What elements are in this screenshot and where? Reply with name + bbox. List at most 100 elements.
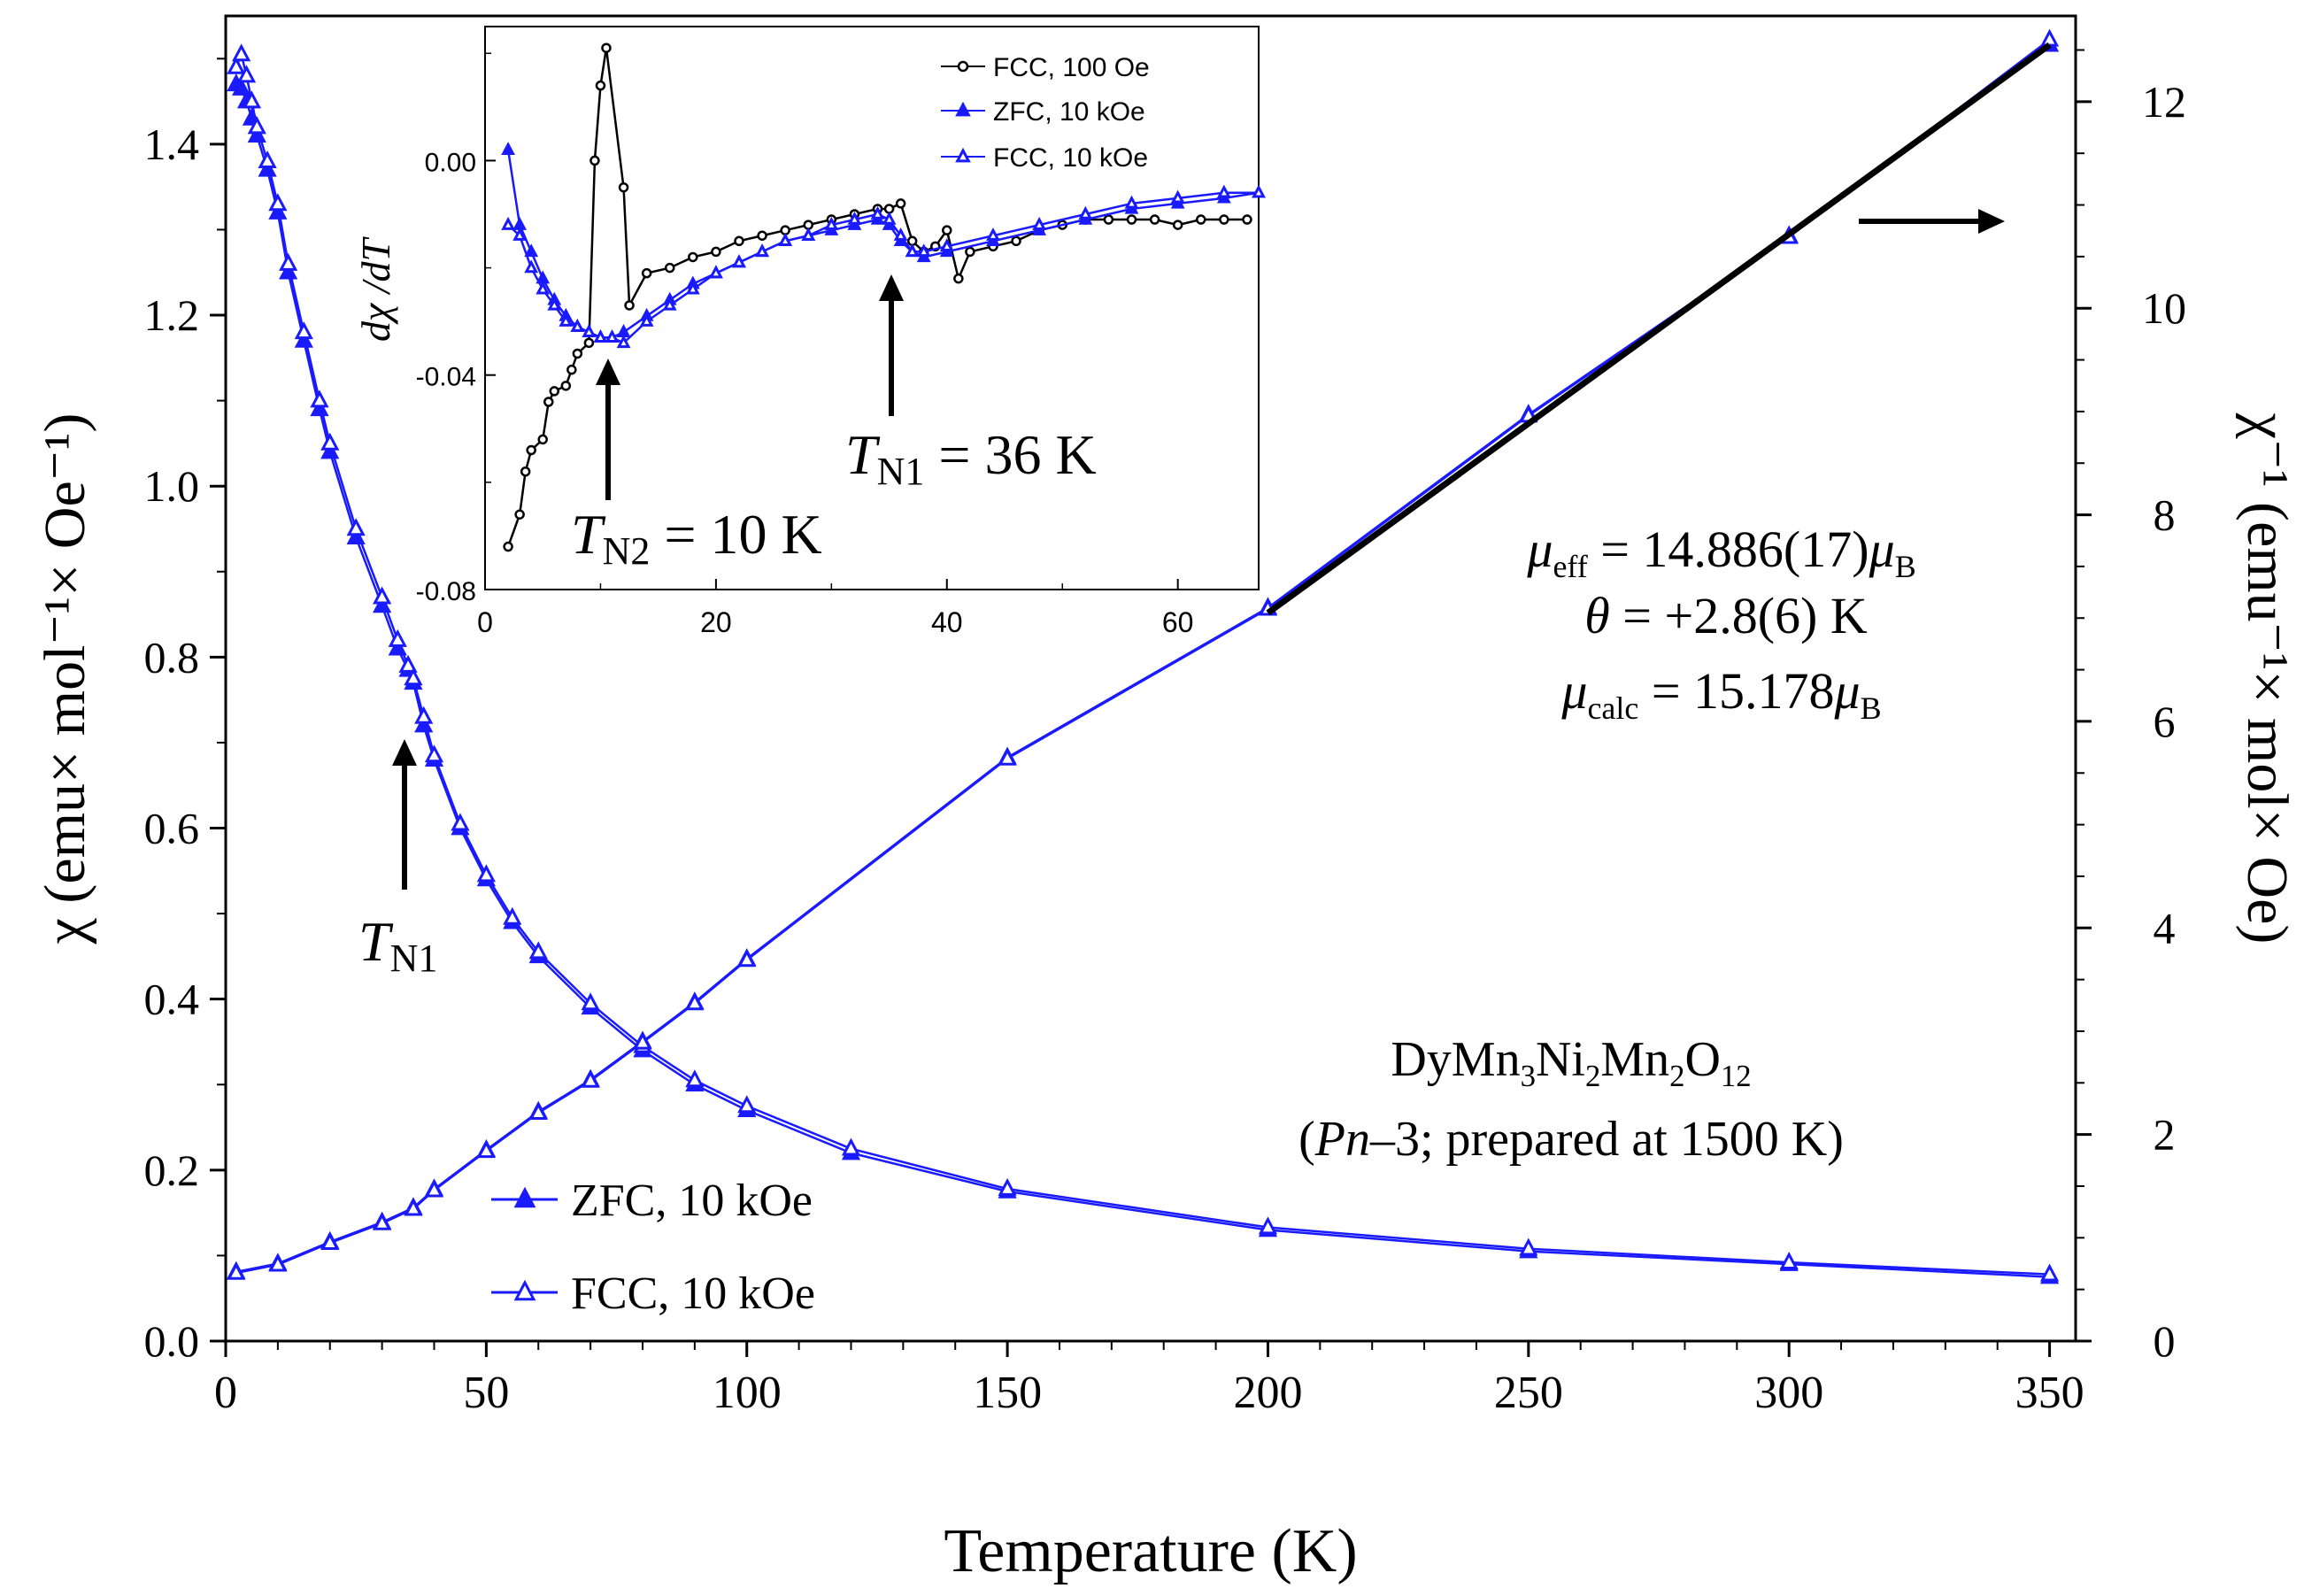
data-point (711, 246, 721, 258)
data-point (685, 992, 705, 1011)
data-point (559, 312, 574, 327)
data-point (1170, 189, 1185, 204)
data-point (942, 225, 952, 235)
data-point (310, 389, 329, 408)
data-point (451, 813, 470, 831)
data-point (1258, 1216, 1278, 1235)
data-point (388, 628, 407, 647)
y-right-tick-label: 0 (2154, 1316, 2176, 1366)
data-point (589, 155, 600, 166)
data-point (595, 80, 606, 91)
arrow-head (596, 359, 620, 385)
data-point (279, 252, 298, 271)
series-inset-2 (501, 184, 1266, 349)
main-legend: ZFC, 10 kOe FCC, 10 kOe (491, 1176, 815, 1319)
data-point (870, 205, 885, 220)
data-point (524, 259, 539, 274)
data-point (526, 444, 536, 456)
data-point (570, 318, 585, 332)
inset-legend-marker (957, 60, 969, 73)
data-point (624, 300, 635, 311)
data-point (633, 1031, 652, 1050)
data-point (404, 667, 423, 686)
data-point (1103, 214, 1114, 225)
series-1 (227, 43, 2060, 1282)
y-right-tick-label: 10 (2142, 283, 2186, 333)
data-point (320, 1231, 340, 1250)
data-point (1078, 205, 1093, 220)
tn1-arrow (392, 739, 417, 890)
data-point (664, 262, 675, 274)
inset-frame (484, 26, 1260, 590)
inset-legend-marker (955, 101, 971, 117)
data-point (476, 864, 496, 883)
y-left-tick-label: 0.4 (144, 975, 200, 1024)
y-right-tick-label: 8 (2154, 490, 2176, 540)
fit-mu-calc: μcalc = 15.178μB (1560, 662, 1881, 726)
fit-mu-eff: μeff = 14.886(17)μB (1526, 520, 1915, 584)
data-point (232, 43, 251, 62)
inset-y-axis-label: dχ /dT (353, 236, 398, 343)
data-point (528, 941, 548, 960)
data-point (524, 243, 539, 258)
data-point (549, 386, 560, 397)
series-line (507, 191, 1259, 344)
data-point (953, 273, 964, 284)
data-point (755, 243, 769, 258)
data-point (320, 432, 340, 451)
data-point (601, 42, 612, 53)
data-point (734, 235, 744, 247)
y-left-tick-label: 0.0 (144, 1316, 200, 1366)
y-left-tick-label: 0.6 (144, 804, 200, 853)
data-point (501, 142, 515, 156)
inset-x-tick-label: 0 (477, 606, 493, 638)
data-point (536, 281, 551, 295)
inset-legend-label: FCC, 10 kOe (993, 143, 1148, 173)
data-point (685, 1069, 705, 1088)
data-point (801, 227, 816, 241)
data-point (572, 348, 583, 359)
data-point (503, 541, 513, 552)
data-point (566, 364, 577, 375)
data-point (639, 312, 654, 327)
inset-series-group (501, 42, 1266, 552)
data-point (1011, 235, 1021, 247)
legend-label: ZFC, 10 kOe (571, 1176, 813, 1226)
series-4 (1266, 42, 2052, 616)
data-point (528, 1101, 548, 1120)
x-tick-label: 250 (1494, 1368, 1563, 1418)
data-point (737, 1095, 757, 1114)
data-point (236, 65, 257, 83)
data-point (268, 201, 288, 220)
data-point (986, 227, 1000, 241)
tn1-inset-label: TN1 = 36 K (845, 423, 1097, 493)
data-point (547, 297, 562, 311)
data-point (905, 243, 920, 258)
y-left-tick-label: 1.4 (144, 120, 200, 169)
right-axis-arrow (1859, 209, 2005, 234)
data-point (520, 466, 531, 477)
x-axis-label: Temperature (K) (944, 1517, 1357, 1585)
x-tick-label: 0 (214, 1368, 237, 1418)
inset-legend: FCC, 100 Oe ZFC, 10 kOe FCC, 10 kOe (941, 53, 1150, 173)
tn2-label: TN2 = 10 K (571, 503, 822, 573)
data-point (737, 949, 757, 968)
data-point (543, 397, 554, 407)
inset-y-tick-label: 0.00 (425, 148, 476, 177)
data-point (916, 243, 931, 258)
tn2-arrow (596, 359, 620, 500)
data-point (1216, 184, 1231, 198)
inset-x-tick-label: 40 (931, 606, 963, 638)
fit-line (1266, 42, 2052, 616)
data-point (1172, 220, 1183, 230)
data-point (732, 254, 746, 268)
data-point (1519, 1237, 1538, 1256)
data-point (294, 321, 313, 340)
x-tick-label: 50 (463, 1368, 509, 1418)
conditions-label: (Pn–3; prepared at 1500 K) (1298, 1112, 1844, 1167)
data-point (757, 230, 767, 241)
data-point (688, 251, 698, 263)
data-point (424, 1179, 444, 1198)
